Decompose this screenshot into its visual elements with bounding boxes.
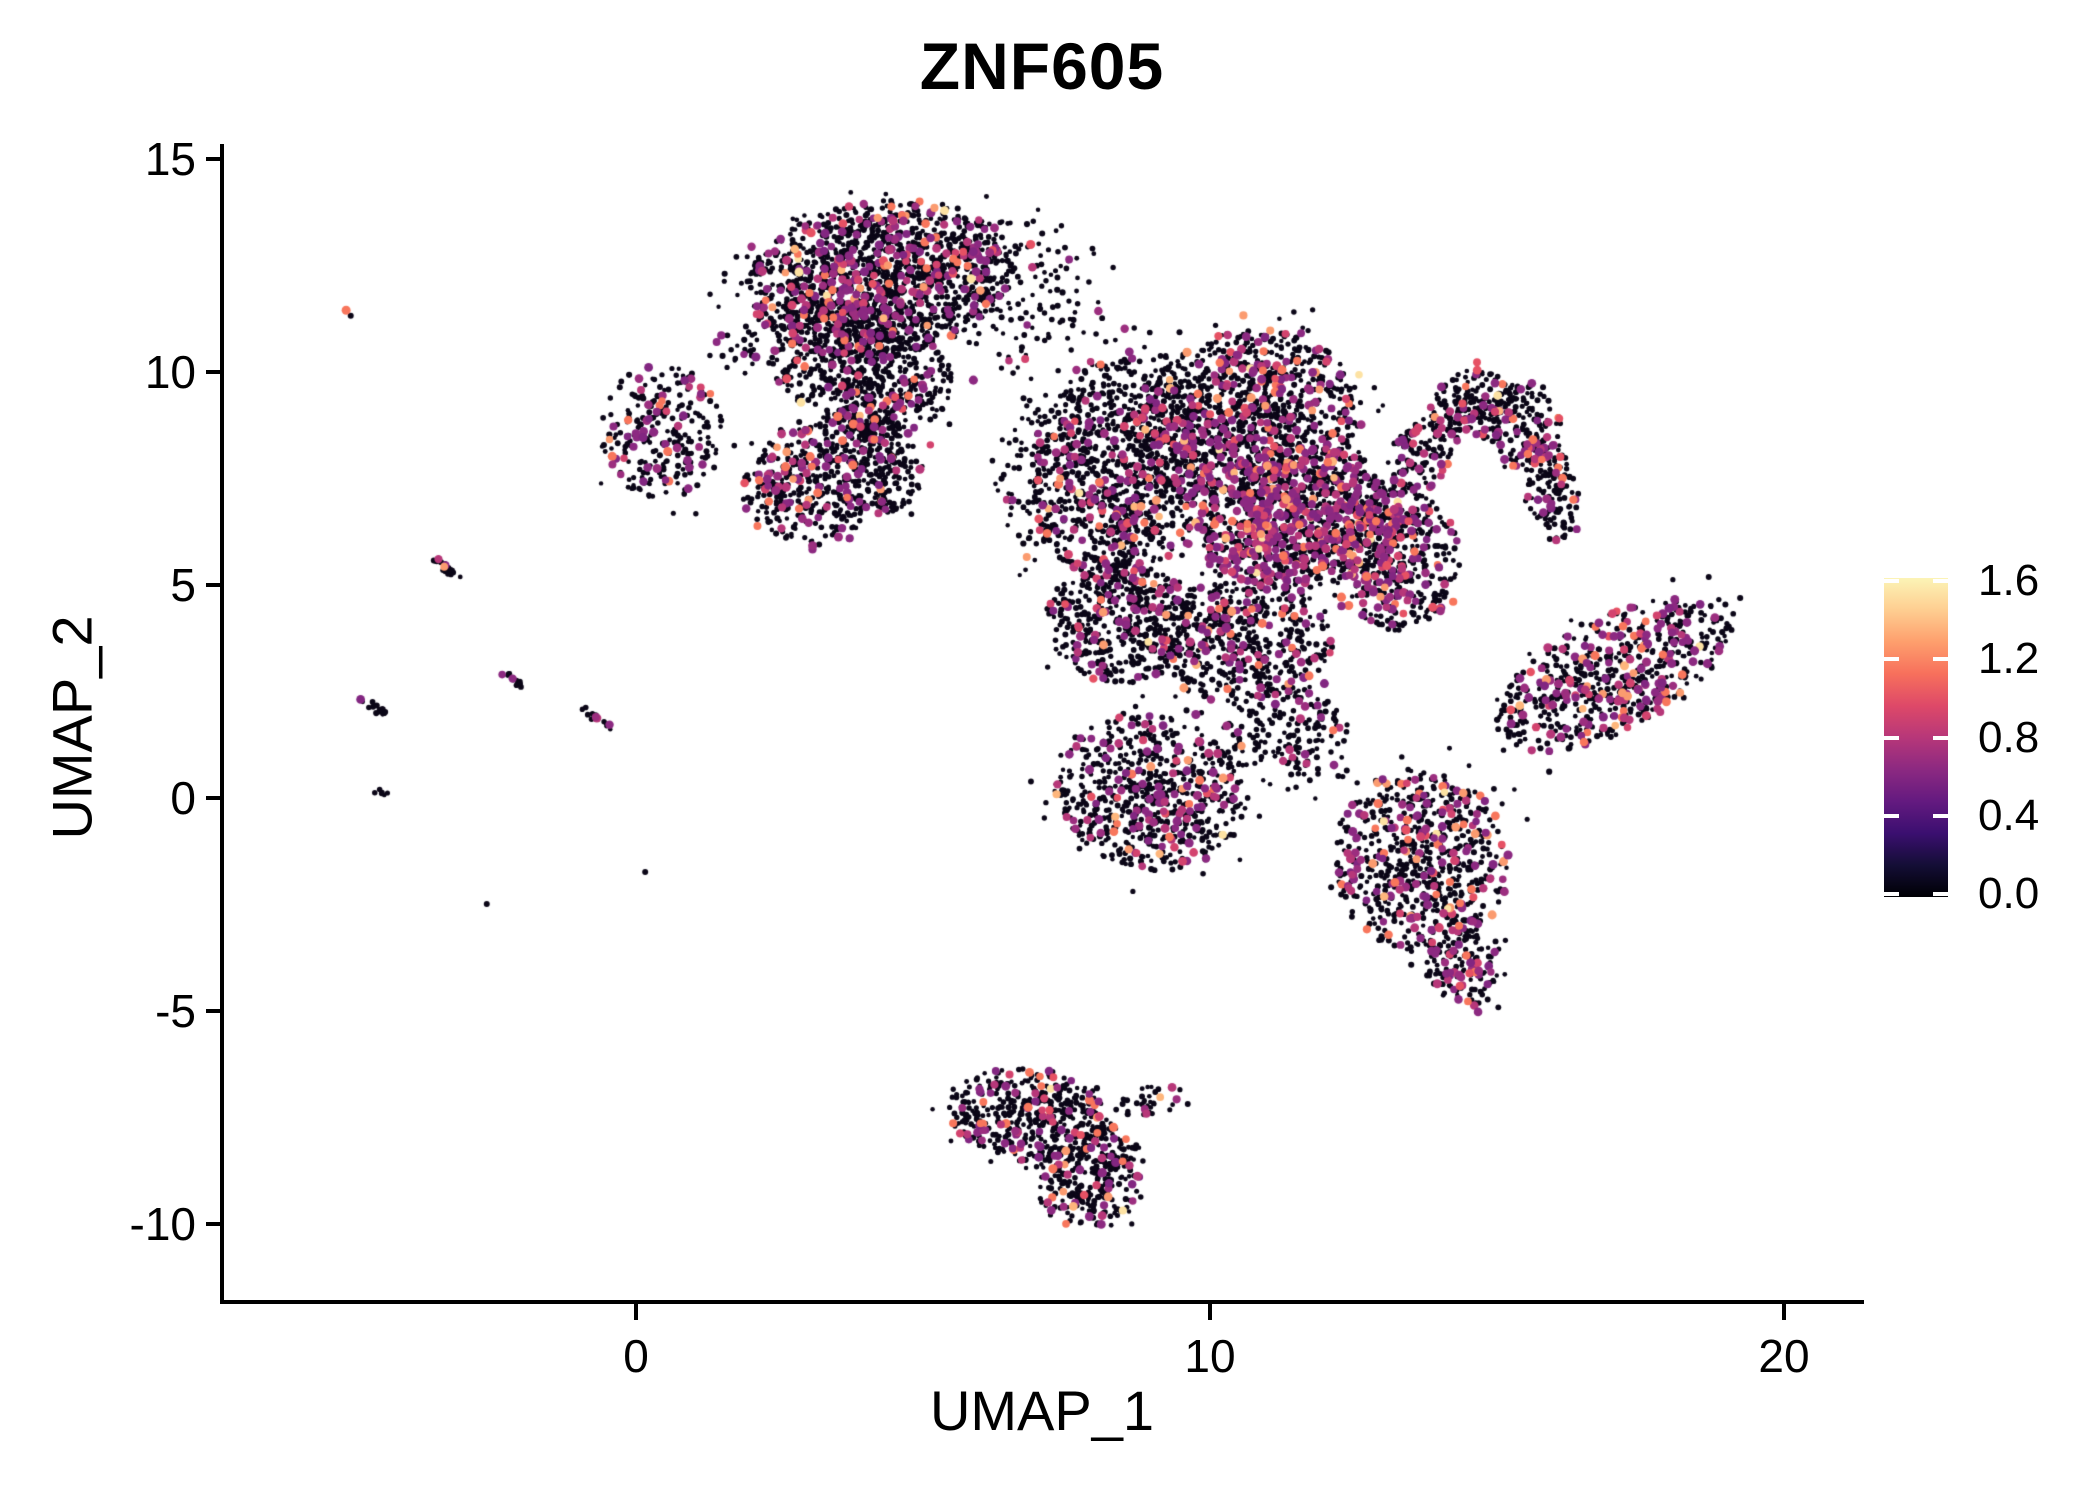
y-tick-mark bbox=[206, 370, 222, 374]
colorbar-tick-label: 0.4 bbox=[1978, 790, 2040, 840]
x-axis-title: UMAP_1 bbox=[929, 1379, 1155, 1442]
x-tick-label: 10 bbox=[1184, 1330, 1236, 1382]
colorbar-tick-mark bbox=[1884, 892, 1899, 896]
colorbar-tick-mark bbox=[1884, 735, 1899, 740]
y-tick-mark bbox=[206, 796, 222, 800]
plot-title: ZNF605 bbox=[919, 29, 1165, 103]
colorbar-tick-mark bbox=[1933, 813, 1948, 818]
y-tick-mark bbox=[206, 157, 222, 161]
x-tick-mark bbox=[1208, 1304, 1212, 1320]
y-tick-label: 15 bbox=[144, 133, 196, 185]
y-tick-mark bbox=[206, 583, 222, 587]
y-tick-mark bbox=[206, 1222, 222, 1226]
x-tick-mark bbox=[634, 1304, 638, 1320]
x-tick-label: 0 bbox=[623, 1330, 649, 1382]
colorbar-tick-mark bbox=[1933, 579, 1948, 583]
y-tick-mark bbox=[206, 1009, 222, 1013]
colorbar-tick-mark bbox=[1933, 892, 1948, 896]
y-tick-label: -5 bbox=[155, 985, 196, 1037]
colorbar-tick-mark bbox=[1884, 813, 1899, 818]
y-tick-label: 0 bbox=[170, 772, 196, 824]
y-axis-line bbox=[220, 144, 224, 1304]
colorbar-tick-mark bbox=[1884, 579, 1899, 583]
x-axis-line bbox=[220, 1300, 1864, 1304]
x-tick-mark bbox=[1782, 1304, 1786, 1320]
y-axis-title: UMAP_2 bbox=[40, 615, 104, 840]
y-tick-label: 5 bbox=[170, 559, 196, 611]
y-tick-label: -10 bbox=[129, 1198, 196, 1250]
colorbar-tick-mark bbox=[1933, 735, 1948, 740]
x-tick-label: 20 bbox=[1758, 1330, 1810, 1382]
colorbar-tick-label: 1.2 bbox=[1978, 634, 2040, 684]
colorbar-tick-label: 0.0 bbox=[1978, 869, 2040, 918]
y-tick-label: 10 bbox=[144, 346, 196, 398]
colorbar-tick-mark bbox=[1933, 657, 1948, 662]
colorbar-tick-mark bbox=[1884, 657, 1899, 662]
colorbar-tick-label: 1.6 bbox=[1978, 556, 2040, 605]
colorbar-tick-label: 0.8 bbox=[1978, 712, 2040, 762]
